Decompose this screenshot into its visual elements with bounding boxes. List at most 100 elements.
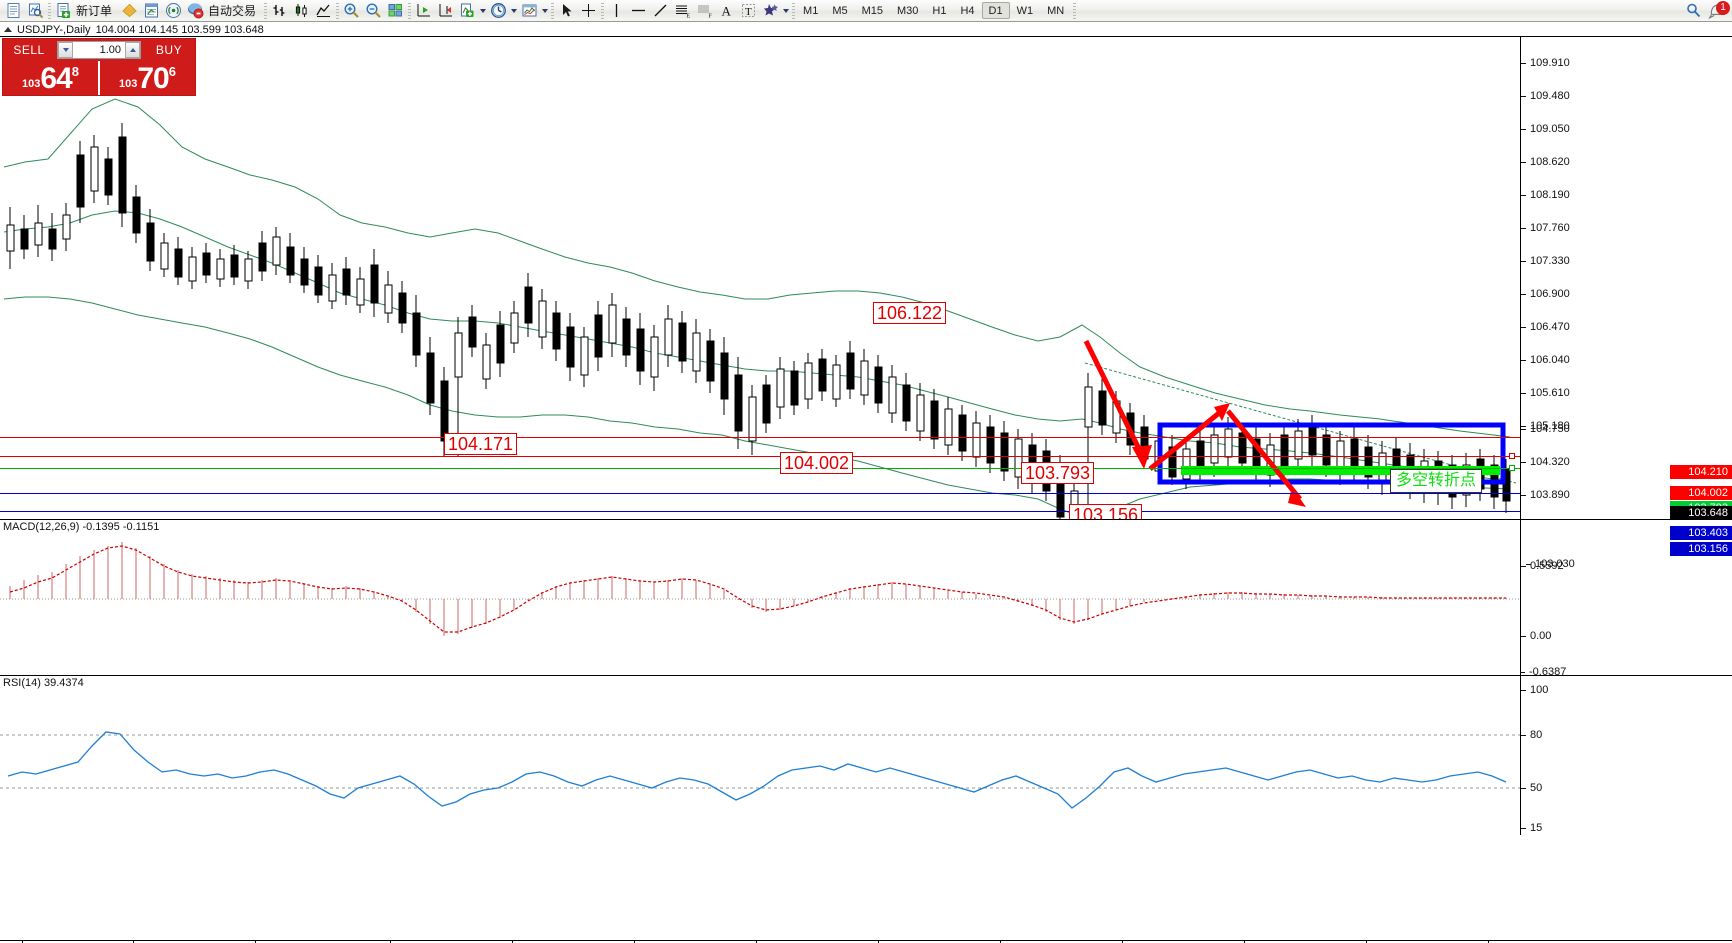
- channel-icon[interactable]: F: [693, 1, 715, 21]
- timeframe-m15[interactable]: M15: [861, 4, 883, 17]
- indicators-icon[interactable]: [456, 1, 478, 21]
- annotation-103-156[interactable]: 103.156: [1069, 504, 1143, 519]
- sell-price[interactable]: 103 64 8: [3, 61, 98, 95]
- candle: [48, 213, 57, 261]
- timeframe-m1[interactable]: M1: [803, 4, 819, 17]
- price-tag-103-156[interactable]: 103.156: [1670, 542, 1732, 556]
- timeframe-h1[interactable]: H1: [932, 4, 947, 17]
- timeframe-mn[interactable]: MN: [1047, 4, 1065, 17]
- price-plot-area[interactable]: 104.171 104.002 103.793 103.156 106.122 …: [0, 37, 1520, 519]
- horizontal-line-icon[interactable]: [627, 1, 649, 21]
- rsi-pane[interactable]: RSI(14) 39.4374 100 80 50 15: [0, 675, 1732, 835]
- search-chart-icon[interactable]: [24, 1, 46, 21]
- rsi-plot-area[interactable]: [0, 676, 1520, 835]
- expert-advisor-icon[interactable]: [118, 1, 140, 21]
- toolbar-separator: [406, 2, 412, 20]
- level-handle-104-002[interactable]: [1509, 453, 1515, 459]
- vertical-line-icon[interactable]: [605, 1, 627, 21]
- price-tag-104-210[interactable]: 104.210: [1670, 465, 1732, 479]
- buy-price[interactable]: 103 70 6: [98, 61, 195, 95]
- candle: [1084, 373, 1093, 509]
- crosshair-icon[interactable]: [577, 1, 599, 21]
- sell-button[interactable]: SELL: [13, 43, 45, 57]
- timeframe-w1[interactable]: W1: [1016, 4, 1034, 17]
- chevron-down-icon[interactable]: [540, 2, 549, 20]
- annotation-104-002[interactable]: 104.002: [780, 452, 854, 474]
- tile-windows-icon[interactable]: [384, 1, 406, 21]
- candle: [930, 389, 939, 449]
- macd-label: MACD(12,26,9) -0.1395 -0.1151: [3, 521, 160, 533]
- signals-icon[interactable]: [162, 1, 184, 21]
- macd-plot-area[interactable]: [0, 520, 1520, 675]
- timeframe-d1[interactable]: D1: [981, 2, 1010, 19]
- level-line-103-156[interactable]: [0, 511, 1520, 512]
- level-line-103-793[interactable]: [0, 468, 1520, 469]
- data-window-icon[interactable]: [140, 1, 162, 21]
- annotation-turning-point[interactable]: 多空转折点: [1390, 469, 1483, 493]
- timeframe-h4[interactable]: H4: [960, 4, 975, 17]
- macd-pane[interactable]: MACD(12,26,9) -0.1395 -0.1151: [0, 519, 1732, 678]
- volume-increase-button[interactable]: [125, 42, 140, 58]
- price-tag-103-403[interactable]: 103.403: [1670, 526, 1732, 540]
- price-tick: 104.320: [1521, 456, 1570, 468]
- level-handle-103-793[interactable]: [1509, 465, 1515, 471]
- level-line-103-403[interactable]: [0, 493, 1520, 494]
- chevron-down-icon[interactable]: [509, 2, 518, 20]
- auto-trading-icon[interactable]: [184, 1, 206, 21]
- candle: [6, 207, 15, 269]
- alerts-icon[interactable]: 1: [1704, 0, 1730, 21]
- annotation-103-793[interactable]: 103.793: [1021, 462, 1095, 484]
- annotation-106-122[interactable]: 106.122: [873, 302, 947, 324]
- auto-scroll-icon[interactable]: [434, 1, 456, 21]
- candle: [874, 355, 883, 413]
- volume-stepper[interactable]: 1.00: [57, 41, 141, 59]
- buy-button[interactable]: BUY: [155, 43, 183, 57]
- candlestick-chart-icon[interactable]: [290, 1, 312, 21]
- price-tag-103-648[interactable]: 103.648: [1670, 506, 1732, 520]
- search-icon[interactable]: [1682, 1, 1704, 21]
- chevron-down-icon[interactable]: [781, 2, 790, 20]
- trendline-icon[interactable]: [649, 1, 671, 21]
- price-tick: 106.040: [1521, 354, 1570, 366]
- annotation-104-171[interactable]: 104.171: [444, 433, 518, 455]
- period-icon[interactable]: [487, 1, 509, 21]
- chevron-down-icon[interactable]: [478, 2, 487, 20]
- document-icon[interactable]: [2, 1, 24, 21]
- macd-axis[interactable]: 0.5592 0.00: [1520, 520, 1732, 675]
- price-tag-104-002[interactable]: 104.002: [1670, 486, 1732, 500]
- bar-chart-icon[interactable]: [268, 1, 290, 21]
- rsi-tick: 15: [1521, 822, 1542, 834]
- level-line-104-171[interactable]: [0, 437, 1520, 438]
- zoom-in-icon[interactable]: [340, 1, 362, 21]
- timeframe-m30[interactable]: M30: [897, 4, 919, 17]
- timeframe-m5[interactable]: M5: [832, 4, 848, 17]
- rsi-axis[interactable]: 100 80 50 15: [1520, 676, 1732, 835]
- price-tick: 106.470: [1521, 321, 1570, 333]
- candle: [748, 385, 757, 455]
- macd-tick: 0.5592: [1521, 560, 1564, 572]
- cursor-icon[interactable]: [555, 1, 577, 21]
- fibonacci-icon[interactable]: E: [671, 1, 693, 21]
- drawing-objects[interactable]: [0, 37, 1520, 519]
- auto-trading-label[interactable]: 自动交易: [208, 4, 257, 18]
- one-click-trading-panel[interactable]: SELL 1.00 BUY 103 64 8 103 70 6: [2, 38, 196, 96]
- zoom-out-icon[interactable]: [362, 1, 384, 21]
- collapse-triangle-icon[interactable]: [4, 27, 12, 32]
- templates-icon[interactable]: [518, 1, 540, 21]
- price-pane[interactable]: 104.171 104.002 103.793 103.156 106.122 …: [0, 36, 1732, 570]
- price-axis[interactable]: 109.910 109.480 109.050 108.620 108.190 …: [1520, 37, 1732, 519]
- rsi-tick: 50: [1521, 782, 1542, 794]
- chart-shift-icon[interactable]: [412, 1, 434, 21]
- volume-decrease-button[interactable]: [58, 42, 73, 58]
- text-label-icon[interactable]: T: [737, 1, 759, 21]
- date-axis[interactable]: 9 May 2020 28 May 2020 7 Jun 2020 16 Jun…: [0, 940, 1732, 943]
- shapes-icon[interactable]: [759, 1, 781, 21]
- new-order-icon[interactable]: [52, 1, 74, 21]
- price-tick: 109.480: [1521, 90, 1570, 102]
- volume-input[interactable]: 1.00: [99, 44, 121, 56]
- new-order-label[interactable]: 新订单: [76, 4, 113, 18]
- line-chart-icon[interactable]: [312, 1, 334, 21]
- text-icon[interactable]: A: [715, 1, 737, 21]
- level-line-104-002[interactable]: [0, 456, 1520, 457]
- candle: [944, 397, 953, 455]
